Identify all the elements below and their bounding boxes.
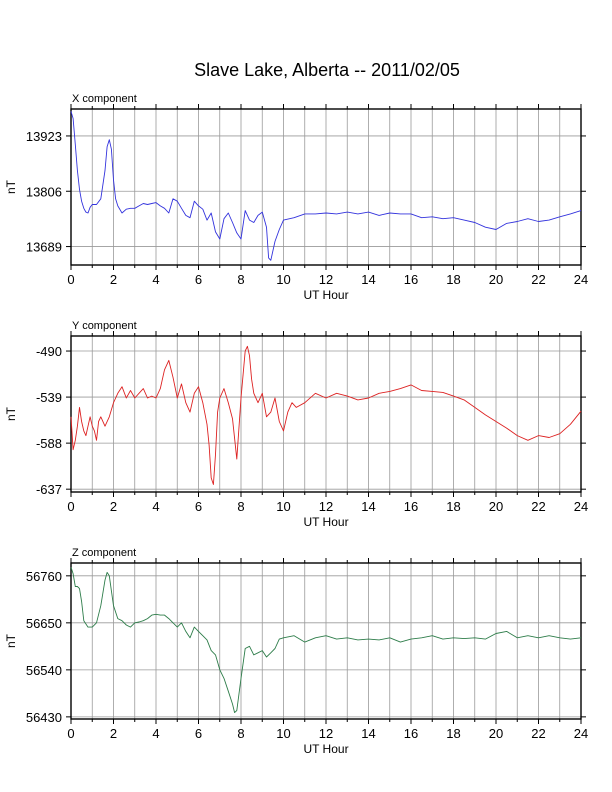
x-yaxis-label: nT	[4, 179, 18, 194]
chart-title: Slave Lake, Alberta -- 2011/02/05	[194, 60, 460, 80]
x-component-label: X component	[72, 93, 137, 105]
x-xtick-label: 18	[446, 272, 460, 287]
y-ytick-label: -539	[36, 390, 62, 405]
z-ytick-label: 56540	[26, 663, 62, 678]
z-xtick-label: 0	[67, 726, 74, 741]
x-xtick-label: 8	[237, 272, 244, 287]
z-component-label: Z component	[72, 547, 136, 559]
y-xtick-label: 22	[531, 499, 545, 514]
z-xtick-label: 14	[361, 726, 375, 741]
z-xtick-label: 6	[195, 726, 202, 741]
z-xtick-label: 4	[152, 726, 159, 741]
z-xtick-label: 20	[489, 726, 503, 741]
x-ytick-label: 13689	[26, 240, 62, 255]
x-xtick-label: 6	[195, 272, 202, 287]
y-xtick-label: 20	[489, 499, 503, 514]
x-xtick-label: 0	[67, 272, 74, 287]
x-xtick-label: 2	[110, 272, 117, 287]
y-xtick-label: 0	[67, 499, 74, 514]
y-xtick-label: 16	[404, 499, 418, 514]
z-ytick-label: 56430	[26, 710, 62, 725]
y-component-label: Y component	[72, 320, 137, 332]
y-xtick-label: 24	[574, 499, 588, 514]
z-ytick-label: 56650	[26, 616, 62, 631]
y-xtick-label: 12	[319, 499, 333, 514]
y-ytick-label: -490	[36, 344, 62, 359]
x-xtick-label: 24	[574, 272, 588, 287]
z-xtick-label: 10	[276, 726, 290, 741]
y-xtick-label: 10	[276, 499, 290, 514]
y-xtick-label: 14	[361, 499, 375, 514]
x-xtick-label: 4	[152, 272, 159, 287]
x-xaxis-label: UT Hour	[303, 288, 348, 302]
z-xtick-label: 16	[404, 726, 418, 741]
x-ytick-label: 13806	[26, 184, 62, 199]
y-xtick-label: 6	[195, 499, 202, 514]
x-ytick-label: 13923	[26, 129, 62, 144]
z-xtick-label: 12	[319, 726, 333, 741]
x-xtick-label: 14	[361, 272, 375, 287]
z-xaxis-label: UT Hour	[303, 742, 348, 756]
y-yaxis-label: nT	[4, 406, 18, 421]
x-xtick-label: 12	[319, 272, 333, 287]
y-ytick-label: -588	[36, 436, 62, 451]
x-xtick-label: 20	[489, 272, 503, 287]
y-xtick-label: 4	[152, 499, 159, 514]
x-component-series-line	[70, 111, 582, 261]
z-xtick-label: 8	[237, 726, 244, 741]
z-xtick-label: 18	[446, 726, 460, 741]
z-xtick-label: 22	[531, 726, 545, 741]
y-xtick-label: 2	[110, 499, 117, 514]
x-xtick-label: 16	[404, 272, 418, 287]
x-xtick-label: 22	[531, 272, 545, 287]
y-xaxis-label: UT Hour	[303, 515, 348, 529]
y-xtick-label: 8	[237, 499, 244, 514]
y-component-series-line	[70, 345, 582, 485]
x-xtick-label: 10	[276, 272, 290, 287]
y-xtick-label: 18	[446, 499, 460, 514]
z-yaxis-label: nT	[4, 633, 18, 648]
y-ytick-label: -637	[36, 482, 62, 497]
z-component-series-line	[70, 567, 582, 714]
z-xtick-label: 2	[110, 726, 117, 741]
z-xtick-label: 24	[574, 726, 588, 741]
z-ytick-label: 56760	[26, 569, 62, 584]
